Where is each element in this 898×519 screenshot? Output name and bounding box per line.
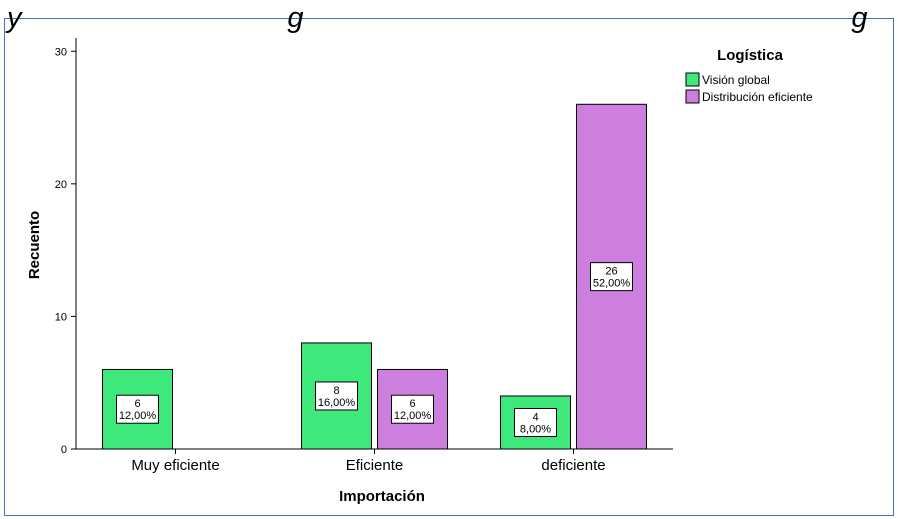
y-tick-label: 0 <box>61 444 67 456</box>
legend-swatch <box>685 89 700 104</box>
data-label-count: 8 <box>333 385 339 397</box>
legend-title: Logística <box>717 47 784 64</box>
data-label-box <box>590 262 633 292</box>
data-label-box <box>514 407 557 437</box>
x-tick-label: Eficiente <box>346 457 404 474</box>
legend-entry-label: Visión global <box>702 73 770 87</box>
data-label-box <box>315 381 358 411</box>
y-tick-label: 20 <box>55 179 67 191</box>
data-label-count: 26 <box>605 266 617 278</box>
data-label-box <box>116 394 159 424</box>
x-tick-label: deficiente <box>541 457 605 474</box>
data-label-percent: 52,00% <box>593 278 631 290</box>
legend-swatch <box>685 72 700 87</box>
data-label-percent: 12,00% <box>119 410 157 422</box>
chart-axes: 0 10 20 30 Muy eficiente Eficiente deficiente <box>55 38 673 474</box>
x-tick-label: Muy eficiente <box>131 457 219 474</box>
data-label-count: 6 <box>134 398 140 410</box>
data-label-count: 4 <box>532 411 538 423</box>
data-label-box <box>391 394 434 424</box>
data-label-percent: 8,00% <box>520 423 551 435</box>
data-label-count: 6 <box>409 398 415 410</box>
data-label-percent: 16,00% <box>318 397 356 409</box>
chart-bars <box>102 103 647 450</box>
cropped-heading: y g g <box>7 2 868 34</box>
data-label-percent: 12,00% <box>394 410 432 422</box>
y-tick-label: 10 <box>55 311 67 323</box>
y-axis-title: Recuento <box>26 211 43 279</box>
legend-entry-label: Distribución eficiente <box>702 90 813 104</box>
x-axis-title: Importación <box>339 488 425 505</box>
y-tick-label: 30 <box>55 46 67 58</box>
chart-legend: Visión global Distribución eficiente <box>685 72 813 104</box>
